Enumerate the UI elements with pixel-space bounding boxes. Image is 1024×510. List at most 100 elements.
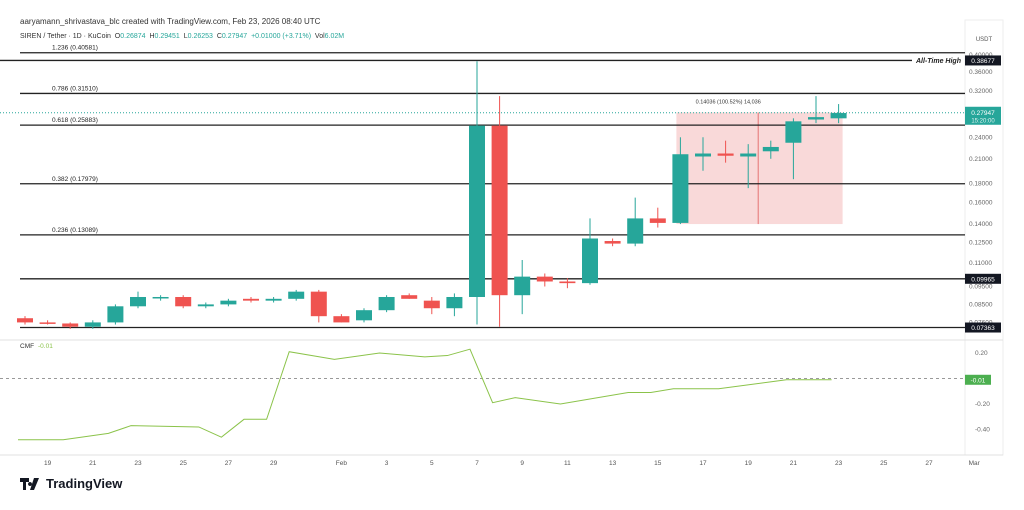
cmf-tick: -0.40 bbox=[975, 427, 990, 434]
time-tick: 5 bbox=[430, 460, 434, 467]
change-value: +0.01000 (+3.71%) bbox=[251, 33, 312, 40]
time-tick: 19 bbox=[745, 460, 753, 467]
candle-up bbox=[152, 296, 169, 299]
cmf-name: CMF bbox=[20, 343, 34, 350]
candle-up bbox=[378, 296, 395, 311]
time-tick: 3 bbox=[385, 460, 389, 467]
price-tick: 0.36000 bbox=[969, 69, 993, 76]
candle-down bbox=[717, 153, 734, 156]
price-axis bbox=[964, 19, 1004, 456]
candle-up bbox=[785, 121, 802, 143]
price-tick: 0.11000 bbox=[969, 260, 992, 267]
low-label: L bbox=[183, 33, 188, 40]
close-label: C bbox=[216, 33, 222, 40]
open-label: O bbox=[114, 33, 121, 40]
price-tick: 0.16000 bbox=[969, 200, 993, 207]
close-value: 0.27947 bbox=[221, 33, 248, 40]
candle-down bbox=[423, 300, 440, 309]
candle-up bbox=[220, 300, 237, 305]
candle-down bbox=[243, 298, 259, 301]
high-label: H bbox=[149, 33, 155, 40]
price-tick: 0.09500 bbox=[969, 283, 993, 290]
symbol-name[interactable]: SIREN / Tether · 1D · KuCoin bbox=[20, 33, 111, 40]
candle-down bbox=[175, 296, 192, 307]
time-tick: 29 bbox=[270, 460, 278, 467]
time-tick: 19 bbox=[44, 460, 52, 467]
time-tick: 23 bbox=[835, 460, 843, 467]
high-value: 0.29451 bbox=[154, 33, 180, 40]
candle-up bbox=[582, 238, 598, 284]
cmf-badge-text: -0.01 bbox=[971, 377, 986, 384]
time-tick: 21 bbox=[89, 460, 97, 467]
candle-down bbox=[333, 316, 350, 323]
credit-text: aaryamann_shrivastava_blc created with T… bbox=[20, 17, 321, 26]
level-label: 0.382 (0.17979) bbox=[52, 176, 98, 183]
candle-up bbox=[84, 322, 101, 327]
time-tick: Mar bbox=[969, 460, 981, 467]
candle-down bbox=[39, 322, 56, 324]
countdown-text: 15:20:00 bbox=[971, 118, 995, 124]
level-badge bbox=[965, 273, 1001, 284]
last-price-badge bbox=[965, 106, 1001, 125]
candle-up bbox=[740, 153, 757, 157]
candle-up bbox=[265, 298, 282, 301]
price-tick: 0.21000 bbox=[969, 156, 993, 163]
volume-value: 6.02M bbox=[324, 33, 345, 40]
price-tick: 0.24000 bbox=[969, 134, 993, 141]
candle-down bbox=[491, 125, 508, 296]
time-tick: 11 bbox=[564, 460, 571, 467]
candle-down bbox=[62, 323, 79, 327]
cmf-badge bbox=[965, 374, 991, 385]
candle-up bbox=[469, 125, 485, 297]
low-value: 0.26253 bbox=[187, 33, 213, 40]
price-tick: 0.32000 bbox=[969, 88, 993, 95]
candle-up bbox=[808, 117, 824, 120]
candle-down bbox=[649, 218, 666, 223]
cmf-line bbox=[18, 348, 832, 441]
candle-up bbox=[672, 154, 689, 223]
time-tick: 17 bbox=[699, 460, 707, 467]
level-label: 0.236 (0.13089) bbox=[52, 227, 98, 234]
time-tick: 9 bbox=[520, 460, 524, 467]
time-tick: 15 bbox=[654, 460, 662, 467]
last-price-text: 0.27947 bbox=[971, 110, 995, 117]
candle-up bbox=[130, 296, 146, 307]
currency-label: USDT bbox=[976, 37, 993, 43]
price-tick: 0.18000 bbox=[969, 181, 993, 188]
time-tick: 27 bbox=[925, 460, 933, 467]
tradingview-logo: TradingView bbox=[20, 476, 122, 491]
time-tick: 21 bbox=[790, 460, 798, 467]
price-tick: 0.08500 bbox=[969, 301, 993, 308]
time-tick: 25 bbox=[880, 460, 888, 467]
volume-label: Vol bbox=[314, 33, 325, 40]
candle-down bbox=[310, 291, 327, 317]
time-tick: 23 bbox=[134, 460, 142, 467]
level-badge bbox=[965, 322, 1001, 333]
candle-up bbox=[830, 113, 847, 119]
price-tick: 0.12500 bbox=[969, 239, 993, 246]
brand-name: TradingView bbox=[46, 476, 123, 491]
level-badge-text: 0.09965 bbox=[971, 276, 995, 283]
candle-up bbox=[107, 306, 124, 323]
candle-up bbox=[695, 153, 711, 157]
candle-up bbox=[762, 146, 779, 152]
candle-down bbox=[604, 241, 621, 244]
tradingview-logo-icon bbox=[20, 477, 39, 490]
time-tick: 13 bbox=[609, 460, 617, 467]
candle-down bbox=[401, 295, 418, 299]
candle-up bbox=[197, 304, 214, 307]
candle-down bbox=[17, 318, 33, 323]
candle-up bbox=[627, 218, 644, 244]
time-tick: 25 bbox=[180, 460, 188, 467]
time-tick: 7 bbox=[475, 460, 479, 467]
symbol-legend: SIREN / Tether · 1D · KuCoin O0.26874 H0… bbox=[20, 33, 344, 40]
candle-up bbox=[356, 310, 372, 321]
candle-down bbox=[559, 281, 576, 284]
measure-label: 0.14036 (100.52%) 14,036 bbox=[696, 99, 761, 105]
level-badge-text: 0.07363 bbox=[971, 325, 995, 332]
cmf-value: -0.01 bbox=[38, 343, 53, 350]
level-badge bbox=[965, 55, 1001, 66]
candle-up bbox=[514, 276, 531, 296]
